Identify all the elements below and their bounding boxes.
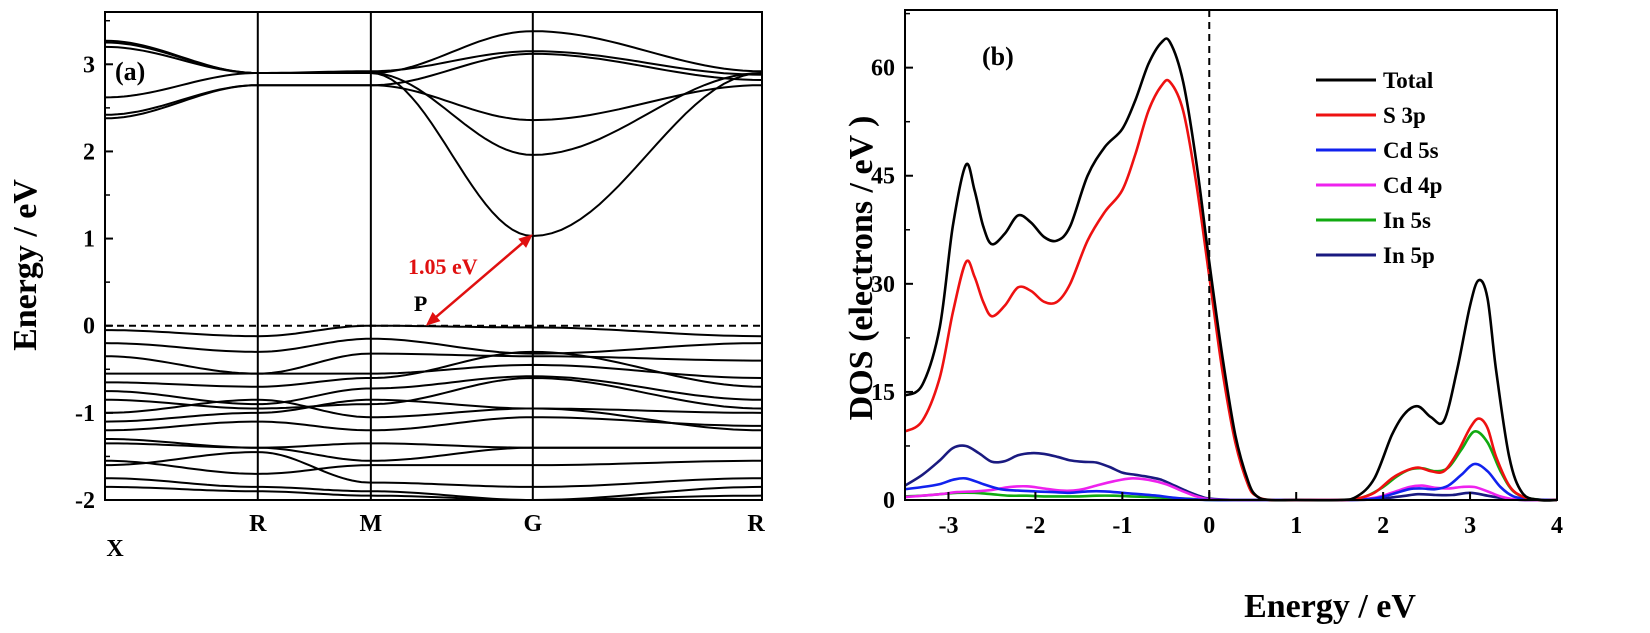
x-tick-label: -2	[1025, 513, 1045, 539]
p-point-label: P	[414, 291, 427, 316]
x-tick-label: 0	[1203, 513, 1215, 539]
band-gap-annotation: 1.05 eV P	[408, 234, 533, 326]
legend-label: In 5p	[1383, 243, 1435, 268]
band-line	[104, 84, 763, 122]
y-tick-label: 0	[883, 488, 895, 514]
y-tick-label: 45	[871, 164, 895, 190]
band-line	[104, 337, 763, 355]
kpoint-label: M	[360, 511, 383, 537]
x-tick-label: -1	[1112, 513, 1132, 539]
x-tick-label: 3	[1464, 513, 1476, 539]
y-tick-label: 15	[871, 380, 895, 406]
band-line	[105, 442, 762, 462]
kpoint-lines	[256, 12, 534, 500]
legend-label: Cd 4p	[1383, 173, 1442, 198]
y-tick-label: 2	[83, 139, 95, 165]
band-line	[104, 30, 763, 74]
y-tick-label: 60	[871, 56, 895, 82]
plot-frame	[104, 11, 763, 501]
band-line	[105, 459, 762, 475]
x-tick-label: 2	[1377, 513, 1389, 539]
y-axis-ticks: 0 15 30 45 60	[871, 12, 913, 514]
y-tick-label: 0	[83, 314, 95, 340]
kpoint-label: R	[747, 511, 765, 537]
band-gap-arrow	[433, 240, 526, 320]
x-axis-label-b: Energy / eV	[1244, 588, 1416, 625]
band-line	[105, 324, 763, 338]
y-axis-ticks: -2 -1 0 1 2 3	[75, 19, 113, 514]
band-structure-panel: -2 -1 0 1 2 3 X R M G R 1.05 eV P (a) Energy / eV	[7, 11, 765, 562]
band-line	[105, 363, 763, 379]
arrow-head-start	[425, 312, 441, 326]
legend-label: S 3p	[1383, 103, 1426, 128]
band-gap-label: 1.05 eV	[408, 254, 478, 279]
dos-series	[904, 37, 1558, 502]
panel-label-a: (a)	[115, 57, 145, 86]
kpoint-label: R	[249, 511, 267, 537]
dos-series-line	[904, 37, 1558, 502]
y-tick-label: 1	[83, 227, 95, 253]
band-line	[104, 416, 762, 432]
plot-frame	[904, 9, 1558, 501]
legend: Total S 3p Cd 5s Cd 4p In 5s In 5p	[1316, 68, 1442, 268]
kpoint-label: X	[106, 536, 124, 562]
y-tick-label: -1	[75, 401, 95, 427]
y-axis-label-a: Energy / eV	[7, 179, 44, 351]
x-tick-label: 4	[1551, 513, 1563, 539]
dos-series-line	[904, 444, 1558, 502]
legend-label: Cd 5s	[1383, 138, 1439, 163]
y-tick-label: -2	[75, 488, 95, 514]
dos-panel: -3 -2 -1 0 1 2 3 4 0 15 30 45 60 Total S 3p Cd 5s Cd 4…	[843, 9, 1563, 625]
arrow-head-end	[518, 234, 533, 248]
y-tick-label: 30	[871, 272, 895, 298]
band-line	[105, 375, 763, 406]
x-tick-label: -3	[938, 513, 958, 539]
dos-series-line	[904, 78, 1558, 502]
y-tick-label: 3	[83, 52, 95, 78]
x-tick-label: 1	[1290, 513, 1302, 539]
x-axis-ticks: -3 -2 -1 0 1 2 3 4	[938, 492, 1563, 539]
kpoint-label: G	[523, 511, 542, 537]
legend-label: In 5s	[1383, 208, 1431, 233]
band-line	[104, 72, 763, 156]
y-axis-label-b: DOS (electrons / eV )	[843, 116, 880, 421]
kpoint-labels: XR M G R	[106, 511, 765, 562]
legend-label: Total	[1383, 68, 1433, 93]
panel-label-b: (b)	[982, 42, 1014, 71]
dos-series-line	[904, 477, 1558, 502]
